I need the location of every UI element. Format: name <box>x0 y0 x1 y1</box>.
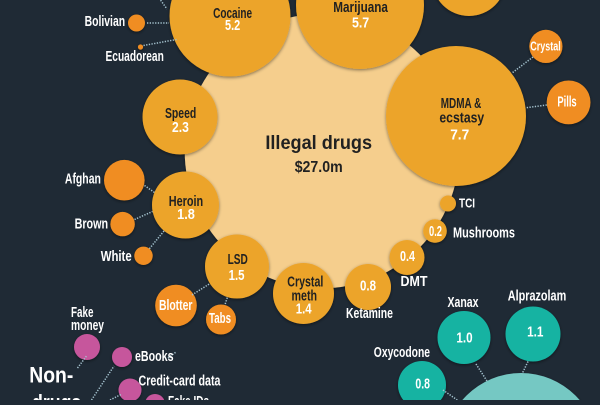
svg-text:Ecuadorean: Ecuadorean <box>106 49 164 65</box>
svg-text:0.8: 0.8 <box>360 279 376 295</box>
svg-text:Crystal: Crystal <box>287 274 323 290</box>
svg-text:Alprazolam: Alprazolam <box>508 289 567 305</box>
svg-text:DMT: DMT <box>401 274 428 290</box>
svg-text:drugs: drugs <box>32 390 81 400</box>
svg-text:0.4: 0.4 <box>400 249 415 265</box>
svg-text:5.7: 5.7 <box>352 16 369 32</box>
svg-text:ecstasy: ecstasy <box>439 110 484 126</box>
svg-text:7.7: 7.7 <box>450 128 469 144</box>
svg-text:Mushrooms: Mushrooms <box>453 226 515 242</box>
svg-text:Heroin: Heroin <box>169 194 203 210</box>
svg-text:White: White <box>101 249 132 265</box>
svg-text:Fake: Fake <box>71 305 94 321</box>
svg-text:Crystal: Crystal <box>530 39 561 54</box>
svg-text:Non-: Non- <box>29 363 73 388</box>
svg-text:2.3: 2.3 <box>172 120 189 136</box>
svg-text:Ketamine: Ketamine <box>346 306 393 322</box>
svg-text:Cocaine: Cocaine <box>213 6 252 22</box>
svg-text:Marijuana: Marijuana <box>333 0 388 16</box>
svg-text:MDMA &: MDMA & <box>441 96 482 112</box>
svg-text:Blotter: Blotter <box>159 298 193 314</box>
svg-text:1.1: 1.1 <box>527 324 543 340</box>
svg-text:Xanax: Xanax <box>448 295 479 311</box>
svg-text:Tabs: Tabs <box>209 311 231 327</box>
svg-text:0.2: 0.2 <box>429 224 442 240</box>
svg-text:Brown: Brown <box>75 217 109 233</box>
svg-text:Afghan: Afghan <box>65 172 101 188</box>
svg-text:1.8: 1.8 <box>177 207 195 223</box>
svg-text:money: money <box>71 318 104 334</box>
svg-text:5.2: 5.2 <box>225 18 240 34</box>
svg-text:1.0: 1.0 <box>456 331 472 347</box>
svg-text:1.4: 1.4 <box>296 302 312 318</box>
svg-text:Pills: Pills <box>557 95 576 111</box>
svg-text:Bolivian: Bolivian <box>85 14 126 30</box>
svg-text:$27.0m: $27.0m <box>295 159 343 176</box>
svg-text:Oxycodone: Oxycodone <box>374 345 430 361</box>
svg-text:0.8: 0.8 <box>415 377 430 393</box>
svg-text:LSD: LSD <box>228 252 248 268</box>
svg-text:Fake IDs: Fake IDs <box>168 394 209 400</box>
svg-text:Speed: Speed <box>165 106 196 122</box>
svg-text:1.5: 1.5 <box>229 268 245 284</box>
svg-text:Credit-card data: Credit-card data <box>139 374 222 390</box>
svg-text:TCI: TCI <box>459 196 475 211</box>
svg-text:Illegal drugs: Illegal drugs <box>265 133 372 154</box>
svg-text:meth: meth <box>292 289 318 305</box>
svg-text:eBooks: eBooks <box>135 349 174 365</box>
